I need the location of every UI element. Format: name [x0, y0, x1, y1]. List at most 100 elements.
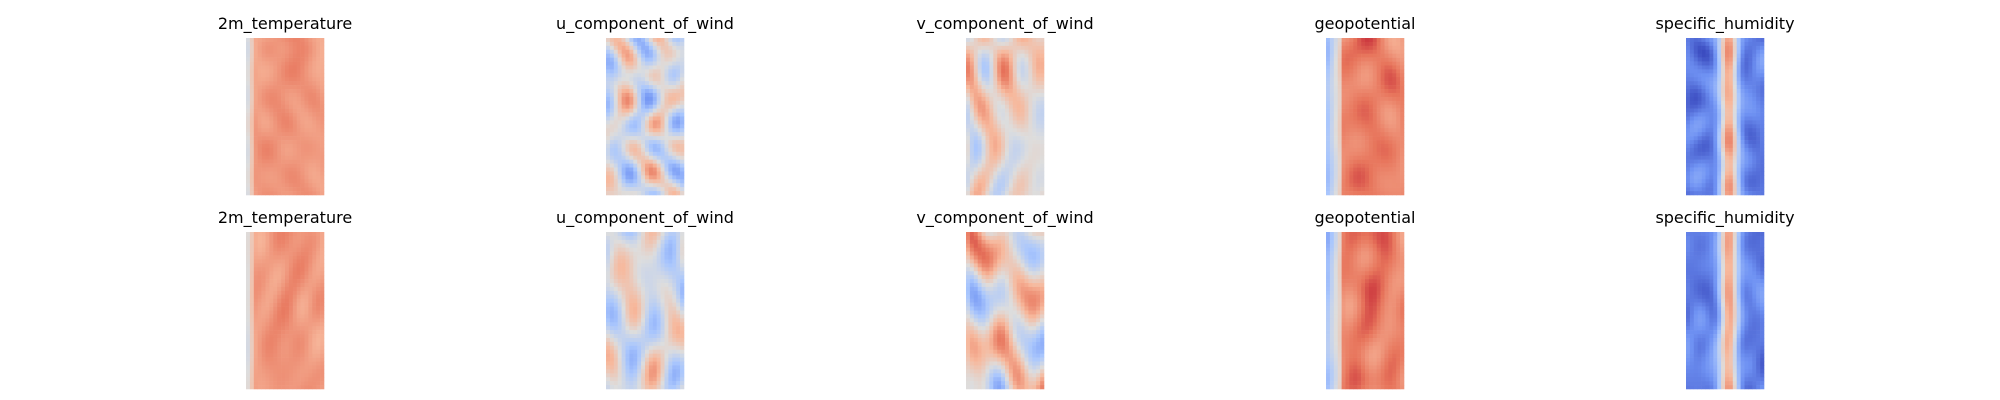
heatmap-cell	[285, 187, 290, 192]
heatmap-cell	[989, 96, 994, 102]
heatmap-cell	[1380, 45, 1385, 51]
heatmap-cell	[629, 116, 634, 121]
heatmap-cell	[300, 89, 305, 94]
heatmap-cell	[676, 239, 681, 245]
heatmap-cell	[1689, 65, 1695, 70]
heatmap-cell	[1689, 151, 1695, 157]
heatmap-cell	[1693, 41, 1698, 47]
heatmap-cell	[993, 45, 998, 51]
heatmap-cell	[1725, 136, 1730, 141]
heatmap-cell	[273, 191, 278, 196]
heatmap-cell	[320, 112, 325, 117]
heatmap-cell	[625, 232, 630, 237]
heatmap-cell	[1752, 108, 1757, 113]
heatmap-cell	[617, 69, 622, 74]
heatmap-cell	[633, 73, 638, 78]
heatmap-cell	[292, 275, 297, 280]
heatmap-cell	[660, 38, 665, 43]
heatmap-cell	[277, 267, 282, 272]
heatmap-cell	[1380, 38, 1385, 43]
heatmap-cell	[277, 92, 282, 98]
heatmap-cell	[1728, 159, 1734, 164]
heatmap-cell	[1384, 179, 1389, 184]
heatmap-cell	[1756, 65, 1761, 70]
heatmap-cell	[969, 167, 975, 172]
heatmap-temperature-r0	[246, 38, 325, 196]
heatmap-cell	[1020, 128, 1025, 133]
heatmap-cell	[1728, 147, 1734, 153]
heatmap-cell	[1372, 61, 1377, 66]
heatmap-cell	[648, 45, 654, 51]
heatmap-cell	[265, 318, 270, 323]
heatmap-cell	[296, 357, 301, 362]
heatmap-cell	[652, 175, 657, 180]
heatmap-cell	[1748, 143, 1753, 149]
heatmap-cell	[613, 155, 618, 160]
heatmap-cell	[285, 381, 290, 386]
heatmap-cell	[285, 124, 290, 129]
heatmap-cell	[1372, 167, 1377, 172]
heatmap-cell	[641, 235, 646, 241]
heatmap-cell	[285, 163, 290, 168]
heatmap-cell	[285, 279, 290, 284]
heatmap-cell	[1001, 92, 1006, 98]
heatmap-cell	[249, 232, 255, 237]
heatmap-cell	[1036, 57, 1041, 62]
heatmap-cell	[1365, 155, 1370, 160]
heatmap-cell	[966, 81, 971, 86]
heatmap-cell	[281, 267, 286, 272]
heatmap-cell	[304, 57, 309, 62]
heatmap-cell	[652, 239, 657, 245]
heatmap-cell	[1740, 128, 1745, 133]
heatmap-cell	[625, 159, 630, 164]
heatmap-cell	[253, 81, 258, 86]
heatmap-cell	[1686, 92, 1691, 98]
heatmap-cell	[648, 136, 654, 141]
heatmap-cell	[1012, 132, 1017, 137]
heatmap-cell	[1036, 85, 1041, 90]
heatmap-cell	[304, 191, 309, 196]
heatmap-cell	[652, 61, 657, 66]
heatmap-cell	[633, 263, 638, 268]
heatmap-cell	[648, 112, 654, 117]
heatmap-cell	[648, 65, 654, 70]
heatmap-cell	[1756, 81, 1761, 86]
heatmap-cell	[1713, 77, 1718, 82]
heatmap-cell	[613, 128, 618, 133]
heatmap-cell	[296, 232, 301, 237]
heatmap-cell	[633, 45, 638, 51]
heatmap-cell	[1361, 104, 1366, 109]
heatmap-cell	[1020, 85, 1025, 90]
heatmap-cell	[1752, 183, 1757, 188]
heatmap-cell	[285, 120, 290, 125]
heatmap-cell	[257, 247, 262, 252]
heatmap-cell	[273, 326, 278, 331]
heatmap-cell	[312, 159, 317, 164]
heatmap-cell	[1326, 191, 1331, 196]
heatmap-cell	[1388, 100, 1393, 106]
heatmap-cell	[1400, 81, 1405, 86]
heatmap-cell	[660, 143, 665, 149]
heatmap-cell	[1001, 100, 1006, 106]
heatmap-cell	[637, 151, 642, 157]
heatmap-cell	[660, 73, 665, 78]
heatmap-cell	[1361, 124, 1366, 129]
heatmap-cell	[1760, 163, 1765, 168]
heatmap-cell	[261, 132, 266, 137]
heatmap-cell	[304, 381, 309, 386]
heatmap-cell	[969, 38, 975, 43]
heatmap-cell	[265, 171, 270, 176]
heatmap-cell	[609, 179, 615, 184]
heatmap-cell	[1012, 41, 1017, 47]
heatmap-cell	[1020, 81, 1025, 86]
heatmap-cell	[625, 259, 630, 264]
heatmap-cell	[1028, 53, 1033, 58]
heatmap-cell	[300, 259, 305, 264]
heatmap-cell	[1760, 120, 1765, 125]
heatmap-cell	[300, 377, 305, 382]
heatmap-cell	[606, 171, 611, 176]
heatmap-cell	[281, 81, 286, 86]
heatmap-cell	[648, 187, 654, 192]
heatmap-cell	[253, 104, 258, 109]
heatmap-cell	[1357, 49, 1362, 54]
